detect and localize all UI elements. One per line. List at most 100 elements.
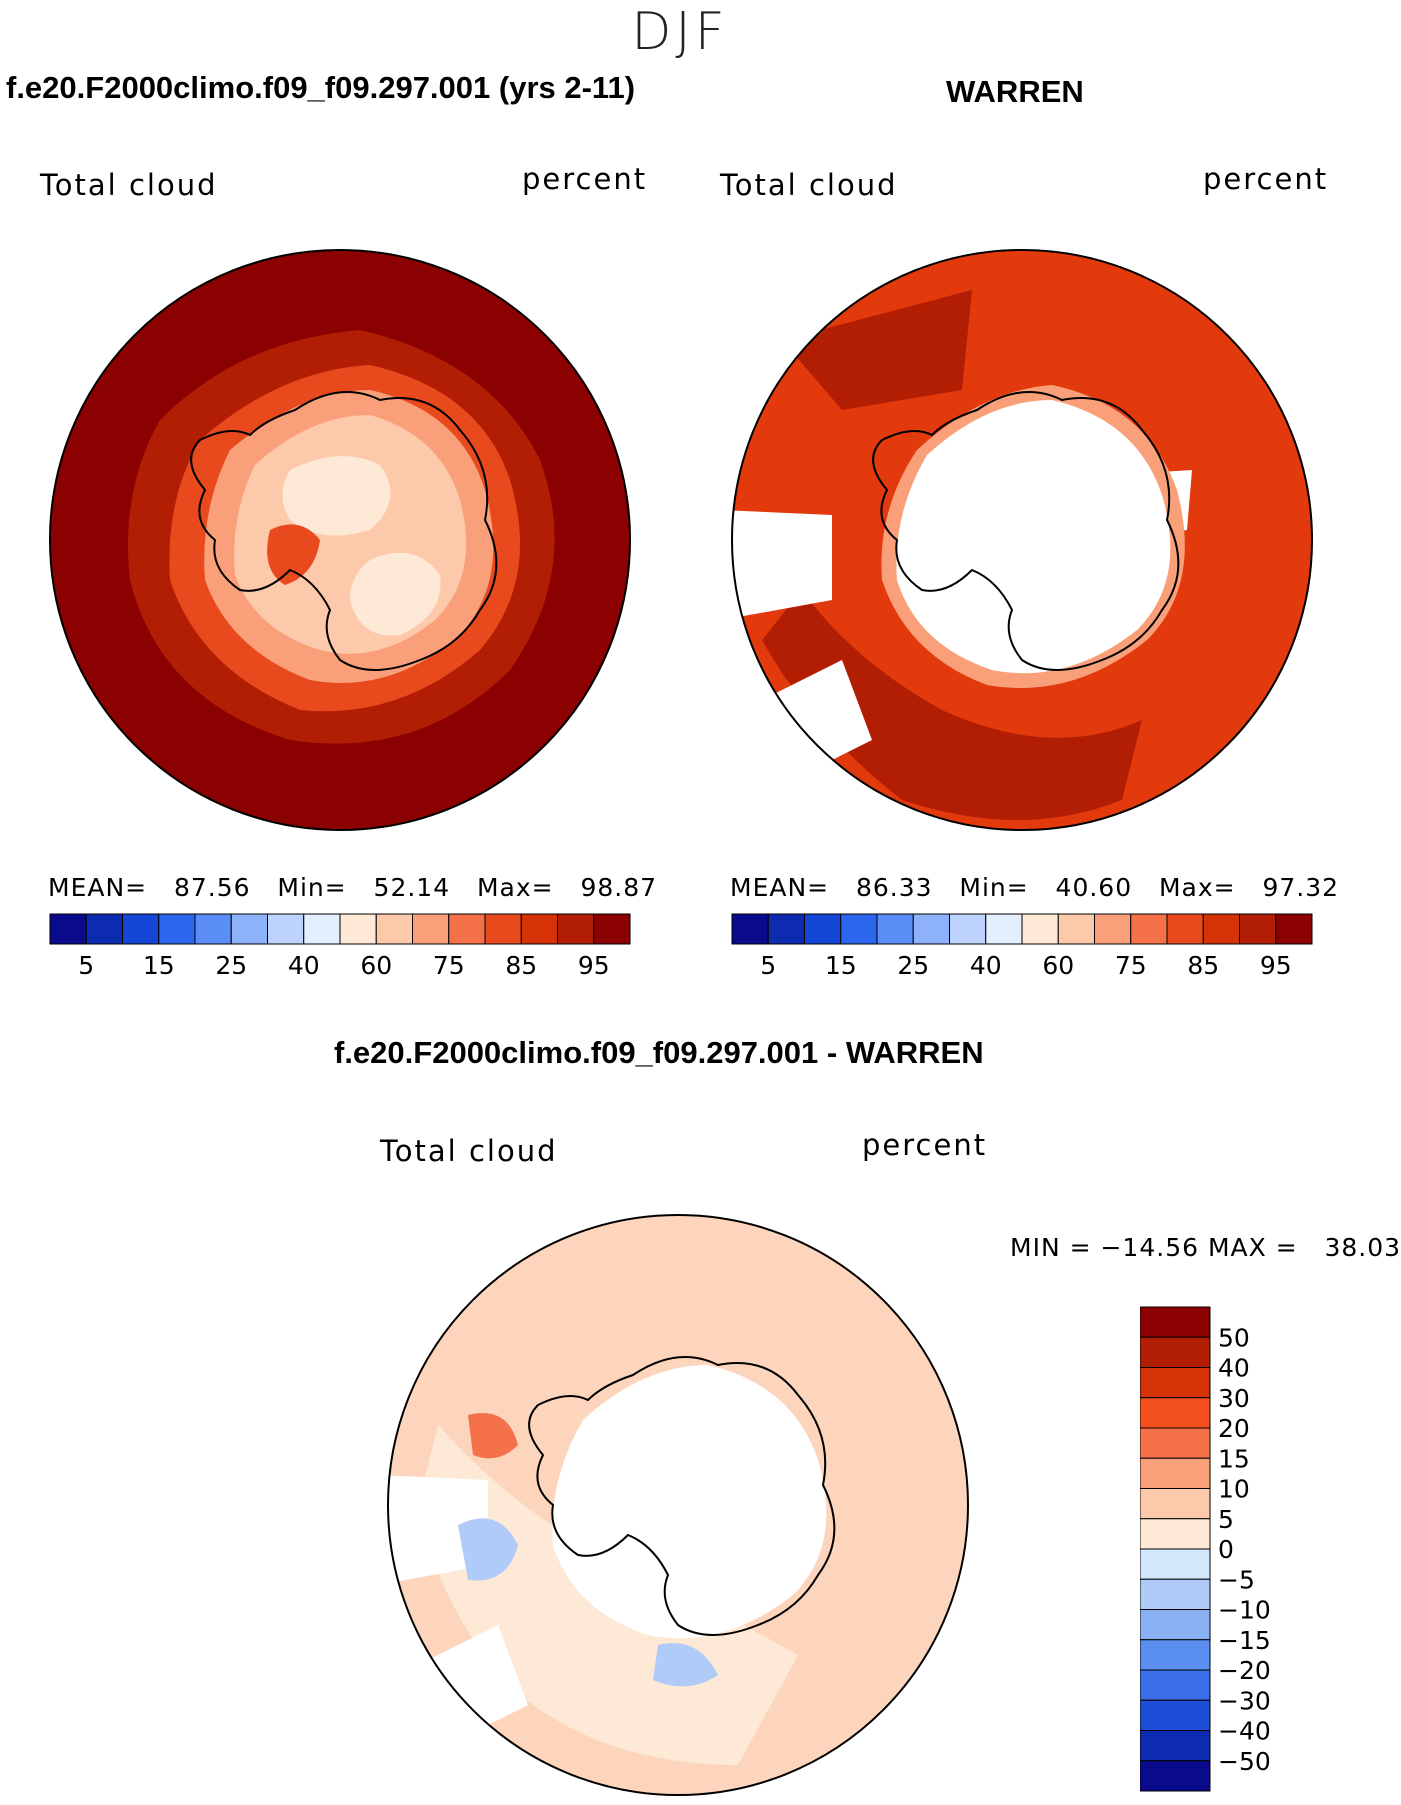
panel3-colorbar-swatch (1140, 1488, 1211, 1520)
panel1-colorbar-swatch (230, 913, 268, 945)
panel2-colorbar-swatch (1094, 913, 1132, 945)
panel2-colorbar-swatch (731, 913, 769, 945)
panel1-colorbar-swatch (484, 913, 522, 945)
panel2-colorbar-tick-label: 40 (970, 951, 1002, 980)
panel3-colorbar-swatch (1140, 1578, 1211, 1610)
panel3-variable-label: Total cloud (380, 1134, 558, 1168)
panel3-colorbar-tick-label: 20 (1218, 1414, 1250, 1443)
panel2-colorbar-tick-label: 15 (825, 951, 857, 980)
panel2-colorbar-swatch (767, 913, 805, 945)
panel3-colorbar-tick-label: 50 (1218, 1323, 1250, 1352)
panel1-colorbar-swatch (49, 913, 87, 945)
panel1-units-label: percent (522, 162, 648, 196)
panel3-colorbar-tick-label: 10 (1218, 1475, 1250, 1504)
panel1-variable-label: Total cloud (40, 168, 218, 202)
panel3-missing-sector-west (388, 1475, 488, 1585)
panel3-positive-patch (468, 1413, 518, 1459)
panel1-stats-row: MEAN= 87.56 Min= 52.14 Max= 98.87 (48, 873, 658, 902)
panel1-title: f.e20.F2000climo.f09_f09.297.001 (yrs 2-… (6, 70, 636, 105)
panel3-colorbar-tick-label: −30 (1218, 1686, 1271, 1715)
panel2-units-label: percent (1203, 162, 1329, 196)
panel2-colorbar-swatch (1057, 913, 1095, 945)
panel3-missing-antarctica (552, 1365, 827, 1639)
panel1-polar-map (49, 249, 631, 831)
panel2-colorbar-tick-label: 5 (760, 951, 776, 980)
panel3-colorbar-tick-label: 5 (1218, 1505, 1234, 1534)
panel2-colorbar-swatch (949, 913, 987, 945)
panel1-colorbar-swatch (557, 913, 595, 945)
panel1-colorbar-tick-label: 60 (360, 951, 392, 980)
panel3-title: f.e20.F2000climo.f09_f09.297.001 - WARRE… (334, 1035, 984, 1070)
panel2-colorbar-tick-label: 85 (1187, 951, 1219, 980)
panel3-colorbar-tick-label: 0 (1218, 1535, 1234, 1564)
panel1-colorbar: 5 15 25 40 60 75 85 95 (49, 913, 631, 980)
panel3-colorbar-swatch (1140, 1336, 1211, 1368)
panel2-colorbar-swatch (1166, 913, 1204, 945)
panel2-colorbar-swatch (1239, 913, 1277, 945)
panel2-missing-antarctica (896, 400, 1171, 674)
panel2-variable-label: Total cloud (720, 168, 898, 202)
panel1-colorbar-swatch (303, 913, 341, 945)
panel2-colorbar: 5 15 25 40 60 75 85 95 (731, 913, 1313, 980)
panel2-antarctica-coastline (872, 391, 1180, 671)
panel1-colorbar-swatch (448, 913, 486, 945)
panel3-colorbar-tick-label: −10 (1218, 1596, 1271, 1625)
panel3-colorbar-swatch (1140, 1609, 1211, 1641)
panel1-colorbar-tick-label: 15 (143, 951, 175, 980)
panel2-colorbar-swatch (985, 913, 1023, 945)
panel1-colorbar-tick-label: 75 (433, 951, 465, 980)
panel1-colorbar-swatch (122, 913, 160, 945)
panel3-colorbar-swatch (1140, 1367, 1211, 1399)
panel2-colorbar-swatch (1275, 913, 1313, 945)
season-title: DJF (631, 2, 729, 62)
panel1-colorbar-swatch (520, 913, 558, 945)
panel1-colorbar-swatch (158, 913, 196, 945)
panel1-plateau-b (350, 552, 441, 636)
panel2-colorbar-swatch (804, 913, 842, 945)
panel3-colorbar-tick-label: −50 (1218, 1747, 1271, 1776)
panel1-colorbar-swatch (194, 913, 232, 945)
panel2-colorbar-swatch (840, 913, 878, 945)
panel2-dark-band-south (762, 590, 1142, 820)
panel3-colorbar-swatch (1140, 1699, 1211, 1731)
panel3-colorbar-swatch (1140, 1397, 1211, 1429)
panel3-polar-map (387, 1214, 969, 1796)
panel3-colorbar-swatch (1140, 1548, 1211, 1580)
panel2-colorbar-swatch (912, 913, 950, 945)
panel1-colorbar-tick-label: 95 (578, 951, 610, 980)
panel3-colorbar-swatch (1140, 1760, 1211, 1792)
panel2-colorbar-tick-label: 60 (1042, 951, 1074, 980)
panel3-units-label: percent (862, 1128, 988, 1162)
panel1-colorbar-tick-label: 25 (215, 951, 247, 980)
panel3-colorbar-swatch (1140, 1457, 1211, 1489)
panel3-colorbar-tick-label: −20 (1218, 1656, 1271, 1685)
panel2-colorbar-swatch (1202, 913, 1240, 945)
panel1-colorbar-swatch (593, 913, 631, 945)
panel3-colorbar-tick-label: 30 (1218, 1384, 1250, 1413)
panel1-colorbar-tick-label: 5 (78, 951, 94, 980)
panel3-negative-patch-b (653, 1643, 718, 1687)
panel2-polar-map (731, 249, 1313, 831)
panel1-colorbar-tick-label: 40 (288, 951, 320, 980)
panel1-colorbar-swatch (412, 913, 450, 945)
panel2-colorbar-swatch (1021, 913, 1059, 945)
panel3-antarctica-coastline (528, 1356, 836, 1636)
panel1-colorbar-swatch (375, 913, 413, 945)
panel3-colorbar-swatch (1140, 1669, 1211, 1701)
panel2-dark-band-nw (782, 290, 972, 410)
panel1-colorbar-swatch (85, 913, 123, 945)
panel2-title: WARREN (946, 74, 1084, 109)
panel2-colorbar-swatch (1130, 913, 1168, 945)
panel2-colorbar-swatch (876, 913, 914, 945)
panel1-plateau-a (282, 456, 391, 536)
panel3-colorbar-swatch (1140, 1730, 1211, 1762)
panel2-colorbar-tick-label: 95 (1260, 951, 1292, 980)
panel3-colorbar-swatch (1140, 1427, 1211, 1459)
panel3-colorbar-tick-label: −40 (1218, 1717, 1271, 1746)
panel3-colorbar-swatch (1140, 1306, 1211, 1338)
panel3-colorbar-tick-label: −5 (1218, 1565, 1255, 1594)
panel1-ross-shelf (267, 524, 320, 585)
panel1-antarctica-coastline (190, 391, 498, 671)
panel3-colorbar-swatch (1140, 1518, 1211, 1550)
